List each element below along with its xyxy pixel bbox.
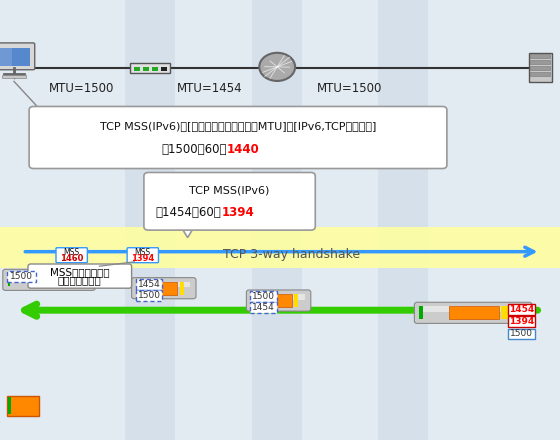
Bar	[2, 74, 26, 78]
Polygon shape	[181, 227, 194, 238]
Text: MSS: MSS	[135, 248, 151, 257]
Bar	[152, 67, 158, 71]
Text: TCP MSS(IPv6)＝[送出インタフェースのMTU]－[IPv6,TCPヘッダ長]: TCP MSS(IPv6)＝[送出インタフェースのMTU]－[IPv6,TCPヘ…	[100, 121, 376, 132]
Text: ＝1454－60＝: ＝1454－60＝	[156, 206, 221, 219]
Bar	[250, 291, 277, 302]
FancyBboxPatch shape	[414, 302, 532, 323]
FancyBboxPatch shape	[246, 290, 311, 311]
FancyBboxPatch shape	[3, 269, 95, 290]
Bar	[251, 294, 253, 307]
Bar	[180, 225, 195, 228]
Text: 1500: 1500	[510, 330, 533, 338]
FancyBboxPatch shape	[0, 43, 35, 70]
Bar	[134, 67, 140, 71]
Bar	[449, 306, 499, 319]
Bar	[501, 306, 509, 319]
Text: 1460: 1460	[60, 254, 83, 263]
FancyBboxPatch shape	[29, 106, 447, 169]
Text: 1454: 1454	[253, 303, 275, 312]
Bar	[530, 72, 550, 77]
Text: TCP 3-way handshake: TCP 3-way handshake	[223, 248, 360, 261]
Text: MTU=1454: MTU=1454	[177, 81, 243, 95]
Text: 1454: 1454	[508, 305, 534, 314]
Bar	[8, 273, 11, 286]
Bar	[71, 273, 77, 286]
Bar	[378, 0, 428, 440]
Text: 1394: 1394	[221, 206, 254, 219]
Bar	[125, 0, 175, 440]
Bar	[7, 271, 36, 282]
Bar	[508, 316, 535, 327]
FancyBboxPatch shape	[56, 248, 87, 263]
Bar	[137, 282, 190, 287]
Text: MSSオプションの: MSSオプションの	[50, 267, 110, 277]
FancyBboxPatch shape	[144, 172, 315, 230]
Text: MSS: MSS	[64, 248, 80, 257]
Bar	[8, 273, 90, 279]
Bar	[0, 48, 30, 66]
Bar	[7, 396, 39, 416]
Bar	[530, 54, 550, 58]
Bar	[0, 227, 560, 268]
FancyBboxPatch shape	[132, 278, 196, 299]
Text: 1454: 1454	[138, 280, 160, 289]
Bar	[508, 304, 535, 315]
Bar	[530, 60, 550, 64]
Text: 内容を書き換え: 内容を書き換え	[58, 275, 102, 286]
Bar	[265, 294, 292, 307]
Text: MTU=1500: MTU=1500	[318, 81, 382, 95]
Bar	[143, 67, 149, 71]
Text: TCP MSS(IPv6): TCP MSS(IPv6)	[189, 185, 270, 195]
Bar	[530, 66, 550, 70]
FancyBboxPatch shape	[28, 264, 132, 288]
Bar	[508, 329, 535, 339]
Bar	[30, 273, 69, 286]
Text: 1394: 1394	[131, 254, 155, 263]
Text: ＝1500－60＝: ＝1500－60＝	[161, 143, 227, 156]
Bar	[529, 53, 552, 82]
Text: MTU=1500: MTU=1500	[49, 81, 114, 95]
Text: 1500: 1500	[10, 271, 33, 281]
Bar	[252, 0, 302, 440]
Bar	[180, 282, 184, 295]
Text: 1500: 1500	[137, 291, 161, 300]
Bar	[419, 306, 423, 319]
Bar	[8, 397, 11, 414]
Bar	[252, 294, 305, 300]
Bar	[151, 282, 178, 295]
Bar	[161, 67, 167, 71]
Text: 1394: 1394	[508, 317, 534, 326]
Circle shape	[259, 53, 295, 81]
Bar	[130, 63, 170, 73]
Bar	[0, 48, 12, 66]
Bar	[136, 290, 162, 301]
Bar	[295, 294, 298, 307]
Bar	[137, 282, 138, 295]
Bar	[420, 306, 526, 312]
Bar	[250, 302, 277, 313]
FancyBboxPatch shape	[127, 248, 158, 263]
Text: 1440: 1440	[227, 143, 259, 156]
Bar	[136, 279, 162, 290]
Text: 1500: 1500	[252, 292, 276, 301]
